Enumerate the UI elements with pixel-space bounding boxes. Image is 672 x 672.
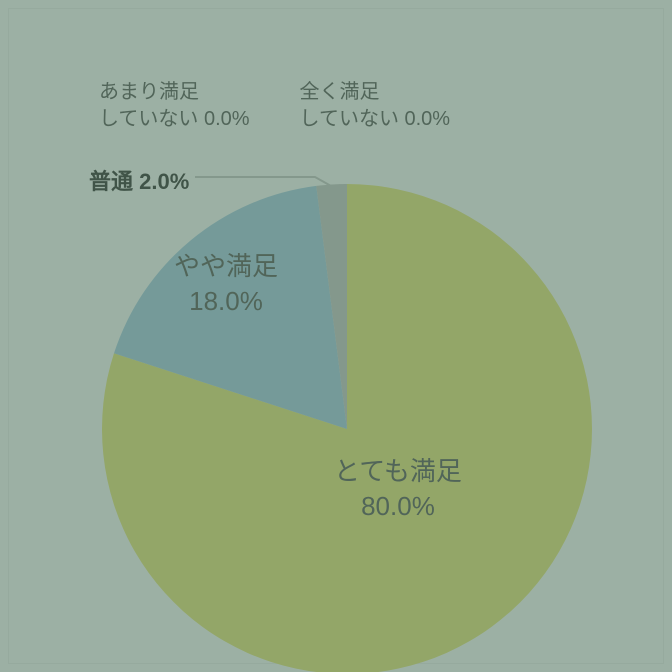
slice-label-somewhat-satisfied: やや満足 18.0% <box>174 249 278 319</box>
slice-label-text: とても満足 <box>334 454 462 489</box>
legend-text: 全く満足 <box>300 79 451 106</box>
slice-label-very-satisfied: とても満足 80.0% <box>334 454 462 524</box>
legend-text: あまり満足 <box>99 79 250 106</box>
slice-label-percent: 80.0% <box>334 489 462 524</box>
slice-label-text: やや満足 <box>174 249 278 284</box>
legend-text: していない 0.0% <box>99 106 250 133</box>
legend-text: していない 0.0% <box>300 106 451 133</box>
legend: あまり満足 していない 0.0% 全く満足 していない 0.0% <box>99 79 603 133</box>
slice-label-percent: 18.0% <box>174 284 278 319</box>
legend-item: 全く満足 していない 0.0% <box>300 79 451 133</box>
legend-item: あまり満足 していない 0.0% <box>99 79 250 133</box>
chart-card: あまり満足 していない 0.0% 全く満足 していない 0.0% 普通 2.0%… <box>8 8 664 664</box>
